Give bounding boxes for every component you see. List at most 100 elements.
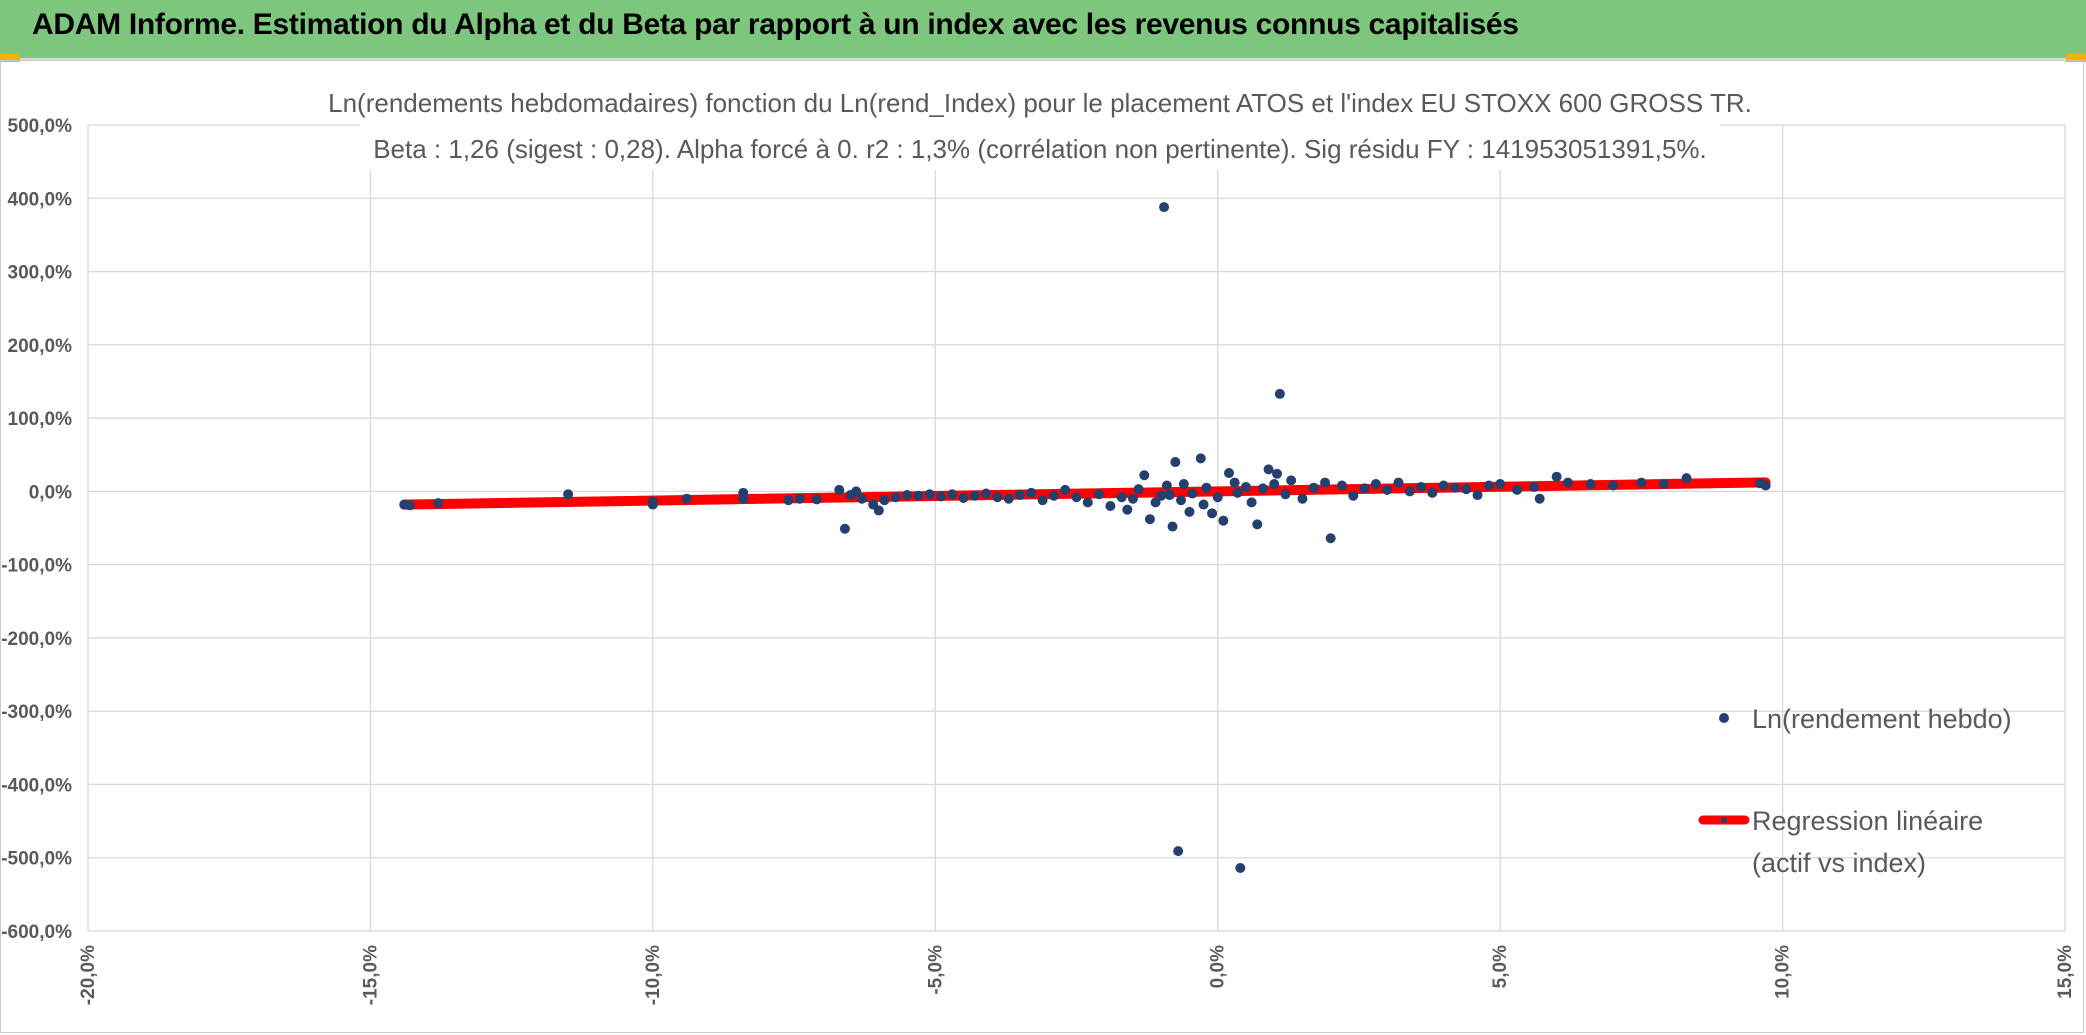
scatter-point (1150, 497, 1161, 508)
scatter-point (1224, 468, 1235, 479)
scatter-point (1404, 486, 1415, 497)
scatter-point (1461, 484, 1472, 495)
scatter-point (1037, 495, 1048, 506)
scatter-point (681, 493, 692, 504)
scatter-point (1286, 475, 1297, 486)
scatter-point (1585, 479, 1596, 490)
scatter-point (839, 523, 850, 534)
scatter-point (1184, 506, 1195, 517)
scatter-point (1257, 483, 1268, 494)
scatter-point (902, 490, 913, 501)
scatter-point (1082, 497, 1093, 508)
scatter-point (913, 490, 924, 501)
scatter-point (1156, 490, 1167, 501)
scatter-point (811, 494, 822, 505)
scatter-point (1207, 508, 1218, 519)
x-tick-label: -10,0% (643, 945, 664, 1005)
scatter-point (1272, 468, 1283, 479)
y-tick-label: -200,0% (1, 629, 72, 650)
y-tick-label: 400,0% (8, 189, 73, 210)
legend-label-line-2: (actif vs index) (1752, 848, 1926, 878)
title-backdrop (360, 82, 1720, 170)
scatter-point (647, 499, 658, 510)
scatter-point (1359, 483, 1370, 494)
scatter-point (1274, 388, 1285, 399)
scatter-point (1320, 477, 1331, 488)
legend-label-line: Regression linéaire (1752, 806, 1983, 836)
chart-title: Ln(rendements hebdomadaires) fonction du… (328, 88, 1752, 118)
scatter-point (1308, 482, 1319, 493)
scatter-point (947, 489, 958, 500)
scatter-point (1133, 484, 1144, 495)
x-tick-label: -20,0% (78, 945, 99, 1005)
scatter-point (851, 486, 862, 497)
scatter-points (399, 202, 1771, 873)
scatter-point (1094, 489, 1105, 500)
scatter-point (1416, 481, 1427, 492)
scatter-point (924, 489, 935, 500)
scatter-point (1071, 492, 1082, 503)
scatter-point (1003, 493, 1014, 504)
scatter-point (1297, 493, 1308, 504)
scatter-point (1167, 521, 1178, 532)
y-tick-label: 100,0% (8, 409, 73, 430)
scatter-point (873, 505, 884, 516)
scatter-point (1159, 202, 1170, 213)
scatter-point (1139, 470, 1150, 481)
scatter-point (834, 484, 845, 495)
scatter-point (1246, 497, 1257, 508)
scatter-point (1048, 490, 1059, 501)
x-tick-label: -15,0% (360, 945, 381, 1005)
chart-subtitle: Beta : 1,26 (sigest : 0,28). Alpha forcé… (373, 134, 1707, 164)
scatter-point (1483, 480, 1494, 491)
scatter-point (856, 493, 867, 504)
scatter-point (1122, 504, 1133, 515)
scatter-point (404, 500, 415, 511)
scatter-point (981, 488, 992, 499)
scatter-point (1252, 519, 1263, 530)
scatter-point (794, 493, 805, 504)
scatter-point (890, 492, 901, 503)
scatter-point (1427, 487, 1438, 498)
axis-labels: 500,0% 400,0% 300,0% 200,0% 100,0% 0,0% -100,0… (1, 116, 2076, 1005)
scatter-point (935, 491, 946, 502)
scatter-point (879, 495, 890, 506)
y-tick-label: 500,0% (8, 116, 73, 137)
scatter-point (1229, 477, 1240, 488)
scatter-point (1173, 846, 1184, 857)
scatter-point (1144, 514, 1155, 525)
y-tick-label: 0,0% (29, 482, 72, 503)
y-tick-label: -600,0% (1, 922, 72, 943)
scatter-point (1348, 490, 1359, 501)
report-title: ADAM Informe. Estimation du Alpha et du … (32, 8, 1519, 41)
scatter-point (992, 492, 1003, 503)
scatter-point (1393, 477, 1404, 488)
chart-legend: Ln(rendement hebdo) Regression linéaire … (1698, 704, 2012, 878)
scatter-point (1495, 479, 1506, 490)
scatter-point (1127, 493, 1138, 504)
chart-frame (0, 60, 2084, 1033)
scatter-point (1280, 489, 1291, 500)
y-tick-label: -100,0% (1, 556, 72, 577)
x-tick-label: -5,0% (925, 945, 946, 995)
scatter-point (563, 489, 574, 500)
scatter-point (1636, 477, 1647, 488)
scatter-point (1370, 479, 1381, 490)
scatter-point (1551, 471, 1562, 482)
scatter-point (1325, 533, 1336, 544)
scatter-point (1336, 480, 1347, 491)
scatter-point (1026, 487, 1037, 498)
scatter-point (1105, 501, 1116, 512)
scatter-point (1438, 480, 1449, 491)
scatter-point (1449, 482, 1460, 493)
x-tick-label: 15,0% (2055, 945, 2076, 999)
scatter-point (1681, 473, 1692, 484)
y-tick-label: 200,0% (8, 336, 73, 357)
scatter-point (1512, 484, 1523, 495)
scatter-point (1175, 495, 1186, 506)
legend-label-scatter: Ln(rendement hebdo) (1752, 704, 2012, 734)
x-tick-label: 5,0% (1490, 945, 1511, 988)
scatter-point (1529, 481, 1540, 492)
scatter-point (1187, 488, 1198, 499)
scatter-point (1212, 492, 1223, 503)
